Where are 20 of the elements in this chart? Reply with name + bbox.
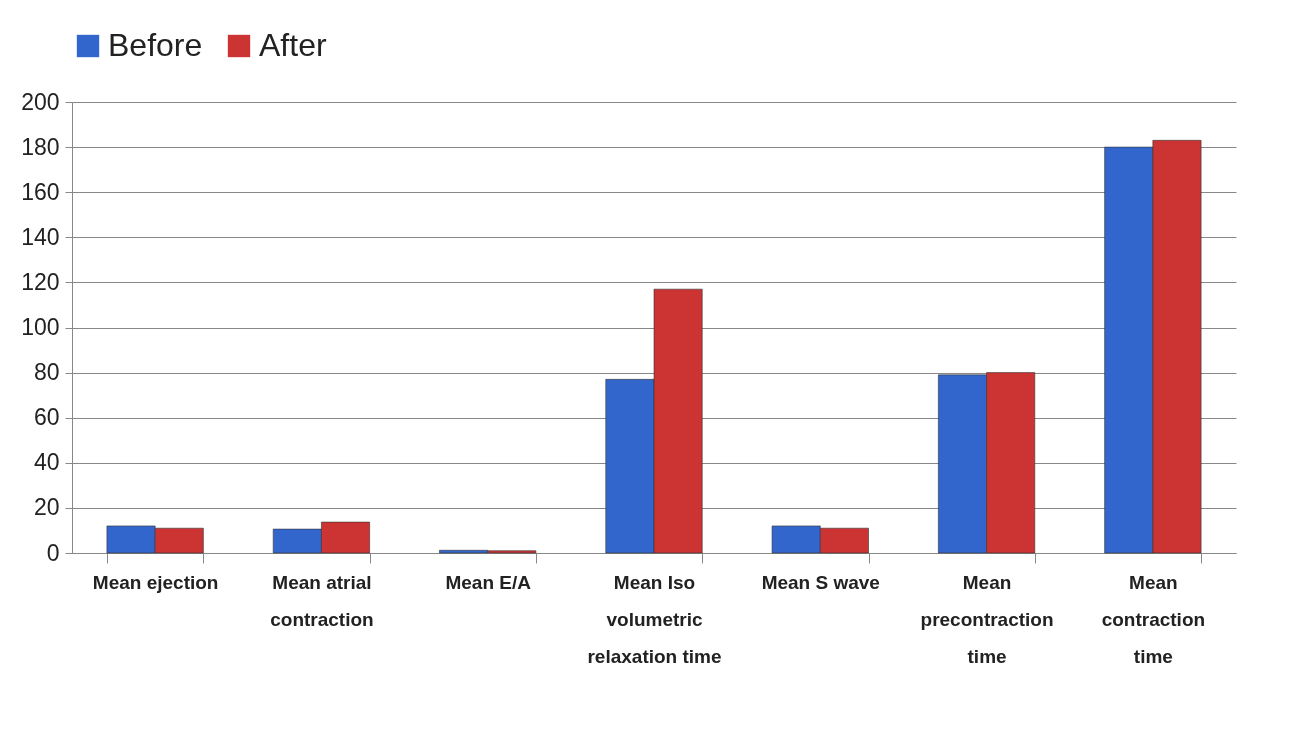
y-tick-label: 0 [46,539,60,566]
x-tick-label: Mean ejection [92,571,219,593]
x-tick-label: Mean precontraction time [920,571,1054,667]
legend-label: After [259,27,327,63]
y-tick-label: 100 [21,314,60,340]
x-tick-label: Mean atrial contraction [270,571,374,630]
x-tick-label: Mean E/A [445,571,532,593]
y-tick-label: 120 [21,268,60,295]
x-tick-label: Mean contraction time [1101,571,1206,667]
y-tick-label: 40 [33,449,60,476]
y-tick-label: 140 [21,223,60,250]
y-tick-label: 160 [21,178,60,205]
y-tick-label: 60 [33,404,60,431]
y-tick-label: 80 [33,359,60,386]
y-tick-label: 200 [21,88,60,115]
y-tick-label: 20 [33,494,60,521]
x-tick-label: Mean Iso volumetric relaxation time [587,571,722,667]
legend-label: Before [108,27,203,63]
y-tick-label: 180 [21,133,60,160]
x-tick-label: Mean S wave [761,571,880,593]
